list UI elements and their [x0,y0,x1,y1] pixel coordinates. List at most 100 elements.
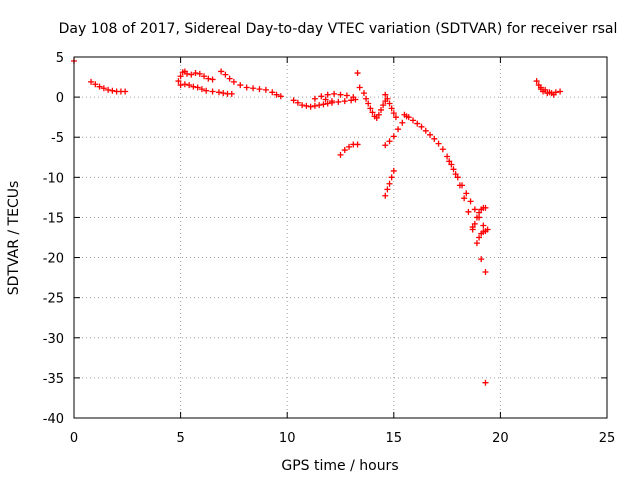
data-point [484,226,491,233]
data-point [322,96,329,103]
data-point [109,87,116,94]
data-point [311,95,318,102]
data-point [177,73,184,80]
series-seg-i [354,70,363,91]
series-seg-r [482,379,489,386]
data-point [337,151,344,158]
data-point [542,86,549,93]
x-tick-label: 10 [279,431,296,446]
data-point [335,98,342,105]
data-point [346,143,353,150]
data-point [277,93,284,100]
data-point [299,102,306,109]
chart-title: Day 108 of 2017, Sidereal Day-to-day VTE… [59,21,618,37]
data-point [250,85,257,92]
y-tick-label: -5 [51,131,64,146]
data-point [186,82,193,89]
y-axis-label: SDTVAR / TECUs [6,181,22,296]
data-point [343,92,350,99]
data-point [188,71,195,78]
data-point [480,222,487,229]
data-point [181,81,188,88]
data-point [390,133,397,140]
data-point [352,96,359,103]
data-point [373,114,380,121]
data-point [382,192,389,199]
data-point [237,82,244,89]
data-point [328,98,335,105]
data-point [198,86,205,93]
series-seg-t [537,84,557,98]
data-point [375,111,382,118]
data-point [88,78,95,85]
data-point [467,198,474,205]
x-axis-label: GPS time / hours [281,458,398,474]
data-point [390,167,397,174]
data-point [557,88,564,95]
data-point [363,95,370,102]
data-point [386,100,393,107]
data-point [356,84,363,91]
tick-label-layer: 0 5 10 15 20 25 5 0 -5 -10 -15 -20 -25 -30 -35 -40 [43,51,616,446]
data-point [384,95,391,102]
data-point [367,105,374,112]
data-point [324,100,331,107]
y-tick-label: 0 [56,91,64,106]
data-point [461,195,468,202]
data-point [226,75,233,82]
data-point [533,78,540,85]
x-tick-label: 20 [492,431,509,446]
x-tick-label: 25 [599,431,616,446]
data-point [311,102,318,109]
data-point [262,86,269,93]
data-point [435,140,442,147]
data-point [386,138,393,145]
y-tick-label: -20 [43,252,64,267]
data-point [203,87,210,94]
data-point [318,93,325,100]
data-point [463,190,470,197]
data-point [382,91,389,98]
tick-layer [73,56,608,419]
data-point [273,91,280,98]
series-seg-q [476,226,491,241]
y-tick-label: -25 [43,292,64,307]
data-point [482,204,489,211]
data-point [122,88,129,95]
series-seg-d [218,68,284,100]
data-point [196,70,203,77]
data-point [331,90,338,97]
data-point [190,83,197,90]
plot-frame [73,56,608,419]
data-point [414,120,421,127]
data-point [365,100,372,107]
x-tick-label: 0 [70,431,78,446]
data-point [175,78,182,85]
series-seg-n [401,111,489,275]
data-point [290,97,297,104]
data-point [294,99,301,106]
data-point [341,98,348,105]
data-point [256,86,263,93]
data-point [360,90,367,97]
data-point [100,85,107,92]
data-point [473,214,480,221]
series-seg-l [382,113,410,149]
data-point [205,75,212,82]
grid-layer [74,57,607,418]
data-point [476,234,483,241]
series-seg-c [177,81,235,97]
data-point [390,110,397,117]
data-point [478,256,485,263]
data-point [448,161,455,168]
data-point [454,174,461,181]
data-point [183,70,190,77]
data-point [96,83,103,90]
data-point [201,73,208,80]
data-point [209,76,216,83]
data-point [465,208,472,215]
data-layer [71,58,564,386]
data-point [382,142,389,149]
data-point [473,240,480,247]
